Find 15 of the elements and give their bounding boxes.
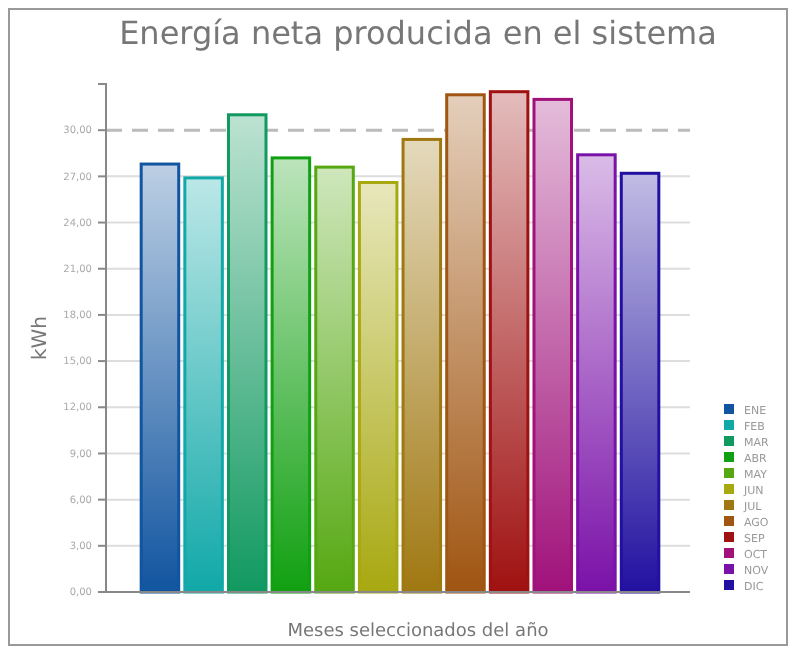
bar (619, 171, 661, 594)
bar (488, 90, 530, 594)
y-axis-title: kWh (30, 315, 52, 361)
bar (532, 97, 574, 594)
bar (314, 165, 355, 594)
bar (445, 93, 486, 594)
bar (270, 156, 312, 594)
x-axis-title: Meses seleccionados del año (287, 622, 550, 642)
bar (183, 176, 224, 594)
bar (401, 137, 443, 594)
bar (139, 162, 181, 594)
bar (357, 181, 399, 594)
bar (576, 153, 617, 594)
chart-title: Energía neta producida en el sistema (119, 14, 717, 52)
bar (226, 113, 268, 594)
